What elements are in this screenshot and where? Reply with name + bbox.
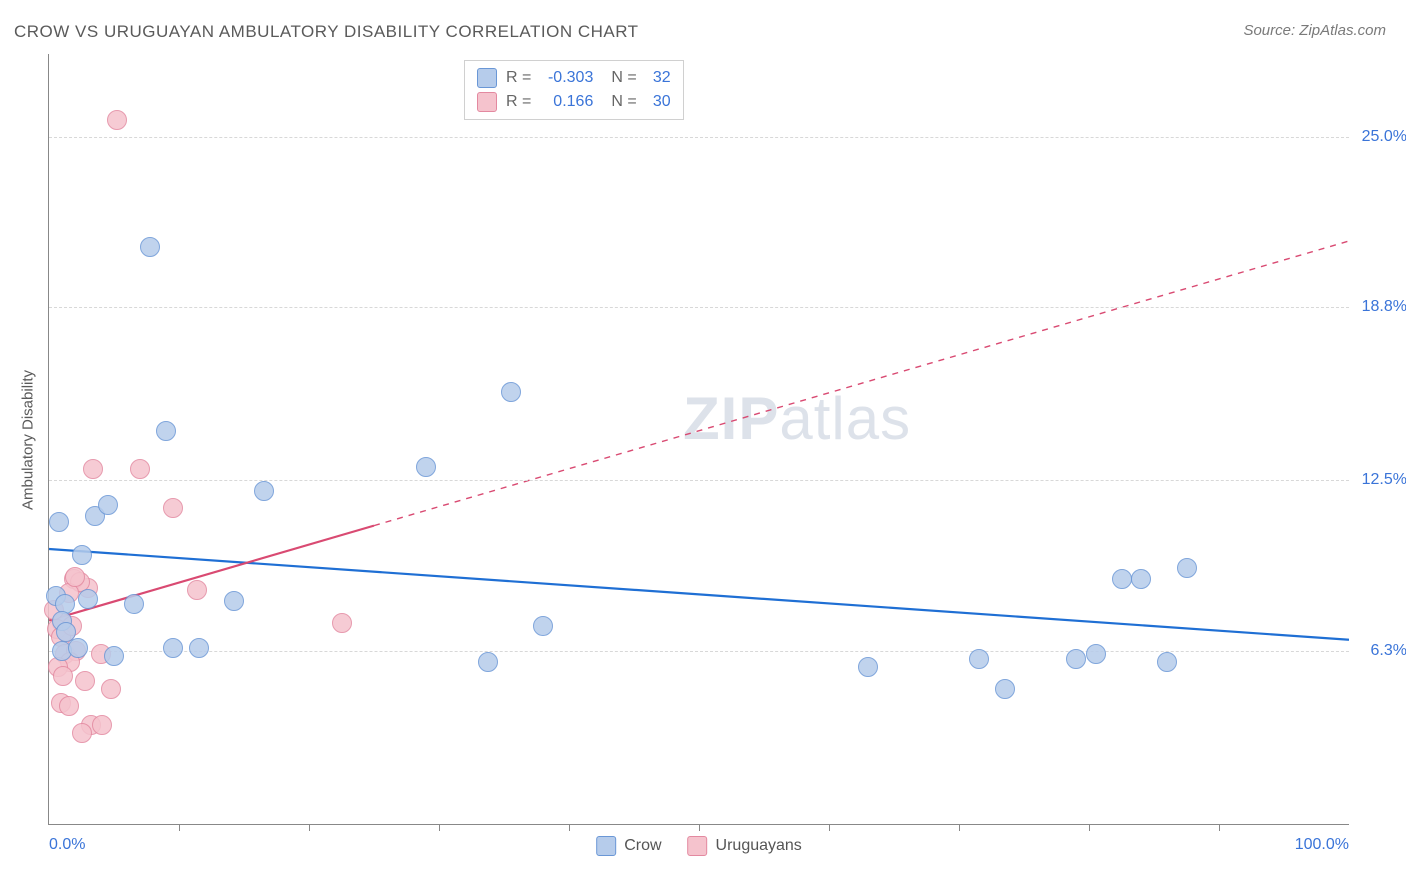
data-point — [156, 421, 176, 441]
watermark: ZIPatlas — [683, 384, 911, 453]
data-point — [995, 679, 1015, 699]
chart-container: CROW VS URUGUAYAN AMBULATORY DISABILITY … — [0, 0, 1406, 892]
data-point — [75, 671, 95, 691]
x-tick — [569, 824, 570, 831]
x-tick — [829, 824, 830, 831]
trend-line — [49, 549, 1349, 640]
watermark-zip: ZIP — [683, 385, 779, 452]
x-axis-label: 100.0% — [1295, 836, 1349, 854]
stat-r-label: R = — [506, 66, 531, 90]
data-point — [416, 457, 436, 477]
data-point — [189, 638, 209, 658]
data-point — [104, 646, 124, 666]
data-point — [1177, 558, 1197, 578]
data-point — [68, 638, 88, 658]
data-point — [224, 591, 244, 611]
data-point — [101, 679, 121, 699]
gridline-h — [49, 307, 1349, 308]
gridline-h — [49, 480, 1349, 481]
data-point — [1086, 644, 1106, 664]
data-point — [107, 110, 127, 130]
legend-swatch — [477, 92, 497, 112]
data-point — [98, 495, 118, 515]
x-tick — [179, 824, 180, 831]
series-legend: Crow Uruguayans — [596, 836, 802, 856]
data-point — [533, 616, 553, 636]
data-point — [332, 613, 352, 633]
y-tick-label: 18.8% — [1355, 298, 1406, 316]
trend-line-dashed — [374, 241, 1349, 526]
data-point — [72, 723, 92, 743]
stats-legend-row: R =0.166 N = 30 — [477, 90, 671, 114]
stat-n-label: N = — [611, 90, 636, 114]
gridline-h — [49, 137, 1349, 138]
stat-n-value: 32 — [643, 66, 671, 90]
data-point — [478, 652, 498, 672]
y-tick-label: 25.0% — [1355, 128, 1406, 146]
legend-label: Uruguayans — [716, 837, 802, 855]
stat-r-value: -0.303 — [537, 66, 593, 90]
x-axis-label: 0.0% — [49, 836, 85, 854]
x-tick — [699, 824, 700, 831]
data-point — [187, 580, 207, 600]
data-point — [59, 696, 79, 716]
stats-legend-row: R =-0.303 N = 32 — [477, 66, 671, 90]
data-point — [78, 589, 98, 609]
legend-item: Crow — [596, 836, 661, 856]
stat-r-value: 0.166 — [537, 90, 593, 114]
data-point — [124, 594, 144, 614]
watermark-atlas: atlas — [779, 385, 911, 452]
data-point — [501, 382, 521, 402]
data-point — [1131, 569, 1151, 589]
stat-n-label: N = — [611, 66, 636, 90]
data-point — [1112, 569, 1132, 589]
chart-title: CROW VS URUGUAYAN AMBULATORY DISABILITY … — [14, 22, 639, 42]
x-tick — [309, 824, 310, 831]
stat-n-value: 30 — [643, 90, 671, 114]
data-point — [163, 498, 183, 518]
y-tick-label: 12.5% — [1355, 471, 1406, 489]
legend-swatch — [477, 68, 497, 88]
data-point — [53, 666, 73, 686]
data-point — [49, 512, 69, 532]
trend-line-solid — [49, 526, 374, 621]
data-point — [254, 481, 274, 501]
y-axis-title: Ambulatory Disability — [20, 370, 37, 510]
x-tick — [1089, 824, 1090, 831]
data-point — [1157, 652, 1177, 672]
data-point — [83, 459, 103, 479]
stat-r-label: R = — [506, 90, 531, 114]
stats-legend: R =-0.303 N = 32 R =0.166 N = 30 — [464, 60, 684, 120]
data-point — [140, 237, 160, 257]
data-point — [1066, 649, 1086, 669]
legend-swatch — [688, 836, 708, 856]
x-tick — [959, 824, 960, 831]
legend-label: Crow — [624, 837, 661, 855]
gridline-h — [49, 651, 1349, 652]
trend-lines-layer — [49, 54, 1349, 824]
data-point — [92, 715, 112, 735]
data-point — [130, 459, 150, 479]
legend-item: Uruguayans — [688, 836, 802, 856]
x-tick — [1219, 824, 1220, 831]
data-point — [163, 638, 183, 658]
data-point — [65, 567, 85, 587]
y-tick-label: 6.3% — [1355, 642, 1406, 660]
legend-swatch — [596, 836, 616, 856]
x-tick — [439, 824, 440, 831]
data-point — [969, 649, 989, 669]
data-point — [72, 545, 92, 565]
data-point — [858, 657, 878, 677]
source-label: Source: ZipAtlas.com — [1243, 22, 1386, 39]
plot-area: ZIPatlas R =-0.303N =32R =0.166N =30 Cro… — [48, 54, 1349, 825]
